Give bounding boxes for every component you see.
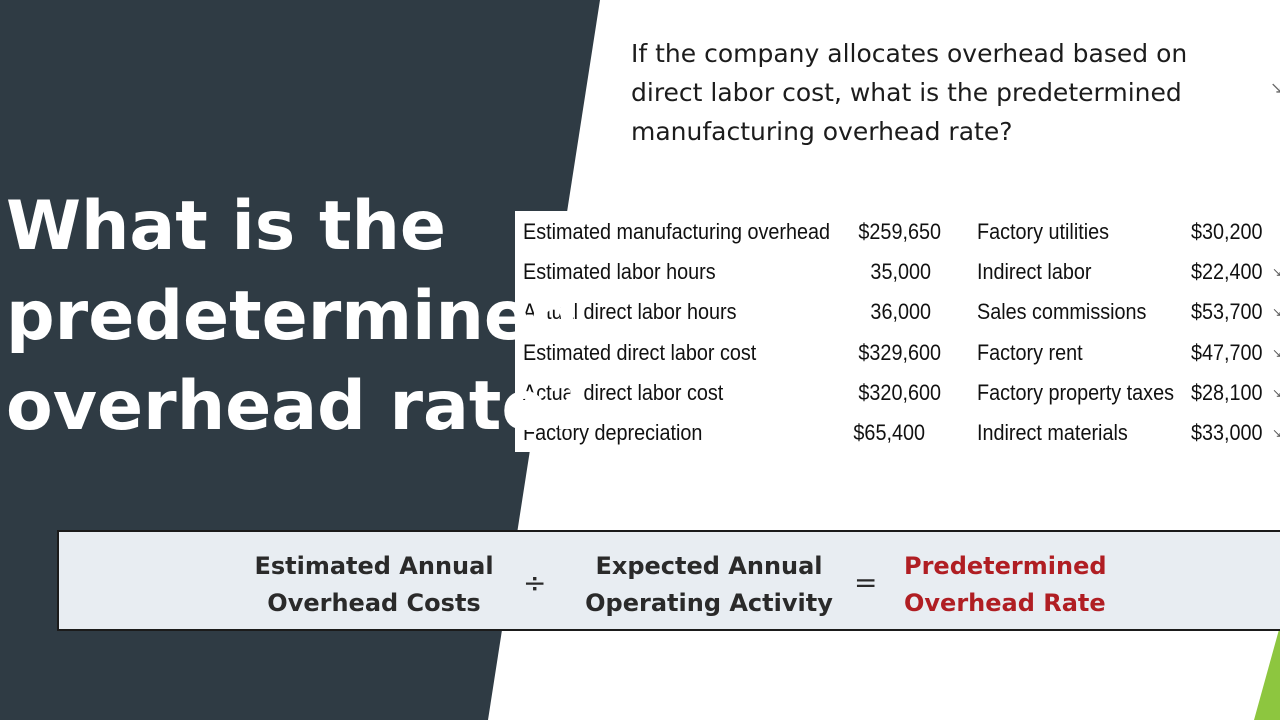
table-row: Actual direct labor cost $320,600 Factor… [515,374,1280,414]
formula-result-line: Predetermined [904,552,1107,580]
slide-title-line-3: overhead rate? [6,367,587,446]
formula-estimated-costs: Estimated Annual Overhead Costs [239,548,509,622]
question-line-1: If the company allocates overhead based … [631,39,1188,68]
row-value: $33,000 [1191,420,1263,445]
row-label: Indirect labor [977,259,1092,284]
divide-symbol: ÷ [523,566,547,599]
formula-term-line: Overhead Costs [267,589,481,617]
row-label: Actual direct labor cost [523,380,724,405]
row-value: $22,400 [1191,259,1263,284]
check-mark-icon: ↘ [1272,426,1280,440]
row-label: Actual direct labor hours [523,299,737,324]
row-label: Estimated manufacturing overhead [523,219,831,244]
table-row: Estimated labor hours 35,000 Indirect la… [515,253,1280,293]
row-label: Factory depreciation [523,420,703,445]
formula-term-line: Operating Activity [585,589,833,617]
row-label: Estimated labor hours [523,259,716,284]
row-value: $320,600 [858,380,941,405]
table-row: Estimated direct labor cost $329,600 Fac… [515,334,1280,374]
row-label: Factory rent [977,340,1083,365]
row-value: 35,000 [870,259,931,284]
table-row: Factory depreciation $65,400 Indirect ma… [515,414,1280,454]
check-mark-icon: ↘ [1270,80,1280,97]
check-mark-icon: ↘ [1272,265,1280,279]
formula-term-line: Estimated Annual [254,552,494,580]
row-value: $259,650 [858,219,941,244]
formula-band: Estimated Annual Overhead Costs ÷ Expect… [57,530,1280,631]
question-line-3: manufacturing overhead rate? [631,117,1013,146]
row-label: Sales commissions [977,299,1147,324]
cost-data-table: Estimated manufacturing overhead $259,65… [515,211,1280,452]
formula-result-line: Overhead Rate [904,589,1106,617]
row-value: 36,000 [870,299,931,324]
formula-term-line: Expected Annual [595,552,823,580]
row-label: Estimated direct labor cost [523,340,757,365]
row-value: $47,700 [1191,340,1263,365]
slide-title: What is the predetermined overhead rate? [6,182,587,452]
check-mark-icon: ↘ [1272,305,1280,319]
row-value: $30,200 [1191,219,1263,244]
check-mark-icon: ↘ [1272,346,1280,360]
row-value: $65,400 [853,420,925,445]
table-row: Actual direct labor hours 36,000 Sales c… [515,293,1280,333]
equals-symbol: = [854,566,878,599]
slide-title-line-2: predetermined [6,277,579,356]
check-mark-icon: ↘ [1272,386,1280,400]
question-text: If the company allocates overhead based … [631,34,1251,151]
row-value: $53,700 [1191,299,1263,324]
formula-result: Predetermined Overhead Rate [904,548,1124,622]
formula-expected-activity: Expected Annual Operating Activity [564,548,854,622]
row-label: Factory property taxes [977,380,1174,405]
row-value: $28,100 [1191,380,1263,405]
row-label: Factory utilities [977,219,1110,244]
accent-triangle [1254,626,1280,720]
slide-title-line-1: What is the [6,187,446,266]
row-label: Indirect materials [977,420,1128,445]
question-line-2: direct labor cost, what is the predeterm… [631,78,1182,107]
table-row: Estimated manufacturing overhead $259,65… [515,213,1280,253]
row-value: $329,600 [858,340,941,365]
